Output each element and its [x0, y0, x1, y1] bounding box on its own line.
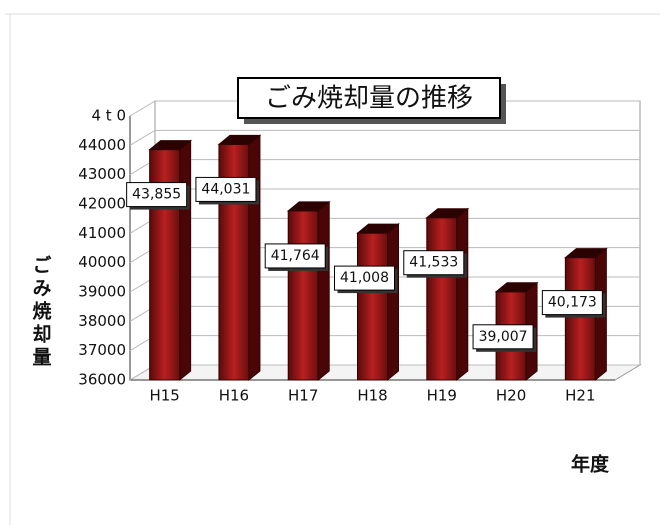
bar-side	[387, 223, 399, 382]
bar-side	[317, 200, 330, 382]
x-tick-label: H20	[496, 387, 526, 405]
bar-top	[356, 223, 400, 234]
bar-top	[148, 140, 193, 151]
x-axis-label: 年度	[571, 453, 610, 476]
value-label-box	[334, 265, 395, 291]
value-label: 41,764	[271, 248, 320, 264]
y-tick-label: 42000	[78, 195, 126, 213]
x-tick-label: H19	[427, 387, 457, 405]
y-axis-label: ごみ焼却量	[30, 254, 52, 370]
value-label-box	[403, 250, 465, 276]
y-tick-label: 44000	[78, 136, 126, 154]
value-label: 41,533	[409, 255, 458, 271]
title-box	[237, 77, 501, 119]
value-label: 39,007	[479, 329, 528, 345]
bar-top	[563, 248, 608, 259]
x-tick-label: H17	[288, 387, 318, 405]
value-label-box	[195, 176, 257, 202]
y-tick-label: 36000	[78, 371, 126, 389]
y-tick-label: 38000	[78, 312, 126, 330]
y-tick-label: 40000	[78, 253, 126, 271]
value-label-box	[472, 324, 534, 350]
bar-top	[425, 208, 470, 219]
y-tick-label: 4 t 0	[91, 107, 126, 125]
bar-side	[179, 139, 192, 382]
bar-top	[217, 134, 262, 145]
value-label-box	[541, 290, 603, 316]
chart-title: ごみ焼却量の推移	[265, 84, 473, 114]
value-label: 41,008	[340, 270, 389, 286]
x-tick-label: H18	[357, 387, 387, 405]
grid-line	[129, 129, 640, 146]
value-label: 40,173	[548, 295, 597, 311]
bar-side	[456, 207, 469, 382]
value-label: 43,855	[132, 187, 181, 203]
bar-side	[248, 134, 261, 382]
bar	[426, 217, 458, 381]
value-label: 44,031	[201, 181, 250, 197]
bar	[357, 232, 388, 381]
x-tick-label: H16	[219, 387, 249, 405]
bar-top	[286, 201, 331, 212]
y-tick-label: 39000	[78, 283, 126, 301]
bar-top	[494, 282, 539, 293]
y-tick-label: 41000	[78, 224, 126, 242]
value-label-box	[126, 182, 188, 208]
bar	[564, 257, 596, 381]
y-tick-label: 43000	[78, 165, 126, 183]
y-tick-label: 37000	[78, 341, 126, 359]
x-tick-label: H15	[149, 387, 179, 405]
bar	[287, 210, 319, 381]
x-tick-label: H21	[565, 387, 595, 405]
value-label-box	[264, 243, 326, 269]
